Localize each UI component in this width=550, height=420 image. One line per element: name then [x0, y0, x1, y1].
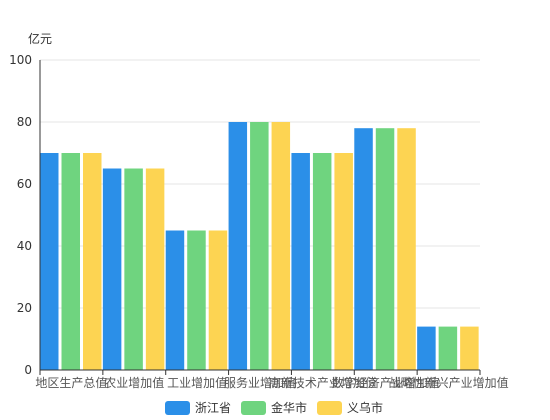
- bar[interactable]: [250, 122, 269, 370]
- bar[interactable]: [124, 168, 143, 371]
- bar[interactable]: [397, 128, 416, 370]
- bar[interactable]: [208, 230, 228, 371]
- bar[interactable]: [460, 326, 479, 370]
- y-tick-label: 100: [9, 53, 32, 67]
- bar[interactable]: [83, 153, 102, 370]
- y-axis-label: 亿元: [28, 31, 52, 46]
- legend-swatch[interactable]: [165, 401, 190, 415]
- y-tick-label: 40: [17, 239, 32, 253]
- y-tick-label: 80: [17, 115, 32, 129]
- y-tick-label: 60: [17, 177, 32, 191]
- bar[interactable]: [334, 153, 353, 370]
- bar[interactable]: [165, 230, 185, 371]
- bars: [40, 122, 479, 370]
- legend-swatch[interactable]: [317, 401, 342, 415]
- bar[interactable]: [438, 326, 458, 370]
- bar[interactable]: [417, 326, 436, 370]
- x-tick-label: 数字经济产业增加值: [332, 375, 440, 390]
- legend-swatch[interactable]: [241, 401, 266, 415]
- bar[interactable]: [291, 153, 310, 370]
- x-tick-label: 高新技术产业增加值: [269, 375, 377, 390]
- legend-label[interactable]: 义乌市: [347, 400, 383, 415]
- bar[interactable]: [145, 168, 165, 371]
- y-tick-label: 20: [17, 301, 32, 315]
- bar[interactable]: [375, 128, 395, 370]
- legend-label[interactable]: 金华市: [271, 400, 307, 415]
- x-tick-label: 工业增加值: [167, 375, 227, 390]
- bar[interactable]: [312, 153, 332, 370]
- bar[interactable]: [187, 230, 206, 371]
- bar[interactable]: [102, 168, 122, 371]
- y-tick-label: 0: [24, 363, 32, 377]
- bar[interactable]: [228, 122, 248, 370]
- bar[interactable]: [61, 153, 81, 370]
- bar[interactable]: [271, 122, 291, 370]
- bar[interactable]: [40, 153, 59, 370]
- x-tick-label: 农业增加值: [104, 375, 164, 390]
- x-tick-label: 战略性新兴产业增加值: [389, 375, 509, 390]
- x-tick-label: 服务业增加值: [224, 375, 296, 390]
- bar[interactable]: [354, 128, 373, 370]
- x-tick-label: 地区生产总值: [35, 375, 107, 390]
- legend-label[interactable]: 浙江省: [195, 401, 231, 415]
- legend: 浙江省 金华市 义乌市: [165, 400, 383, 415]
